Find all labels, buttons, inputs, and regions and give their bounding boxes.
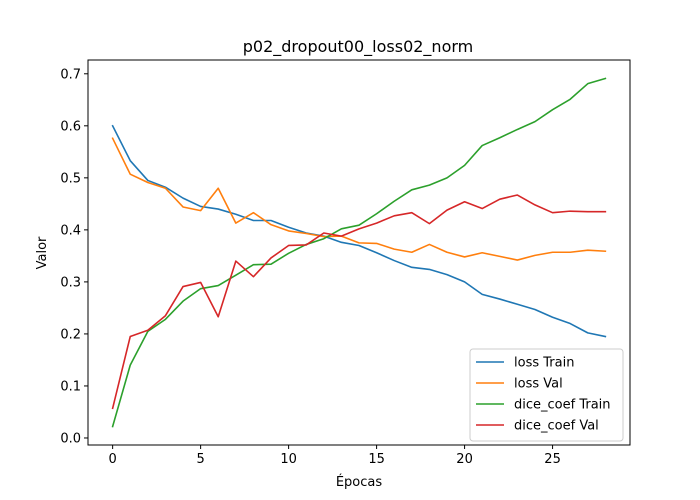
y-tick-label: 0.0	[60, 431, 81, 446]
series-line-1	[111, 137, 607, 261]
x-tick-label: 15	[368, 452, 385, 467]
y-tick-label: 0.4	[60, 223, 81, 238]
legend-label: dice_coef Val	[514, 419, 599, 434]
legend-box	[469, 348, 624, 442]
legend: loss Train loss Val dice_coef Train dice_co…	[469, 348, 624, 442]
ticks-layer: 0 5 10 15 20 25 0.0 0.1 0.2 0.3 0.4 0.5 0.6 0.7	[60, 67, 561, 467]
y-tick-label: 0.7	[60, 67, 81, 82]
x-tick-label: 0	[108, 452, 116, 467]
series-layer	[111, 77, 607, 428]
y-axis-label: Valor	[35, 236, 50, 269]
x-tick-label: 25	[544, 452, 561, 467]
x-axis-label: Épocas	[336, 474, 383, 490]
series-line-0	[111, 124, 607, 338]
chart-title: p02_dropout00_loss02_norm	[243, 37, 473, 57]
legend-label: dice_coef Train	[514, 398, 611, 413]
y-tick-label: 0.3	[60, 275, 81, 290]
x-tick-label: 5	[196, 452, 204, 467]
x-tick-label: 20	[456, 452, 473, 467]
legend-label: loss Val	[514, 377, 563, 392]
series-line-2	[111, 77, 607, 428]
y-tick-label: 0.1	[60, 379, 81, 394]
plot-frame	[87, 59, 631, 446]
y-tick-label: 0.2	[60, 327, 81, 342]
legend-label: loss Train	[514, 356, 574, 371]
series-line-3	[111, 194, 607, 410]
y-tick-label: 0.6	[60, 119, 81, 134]
x-tick-label: 10	[280, 452, 297, 467]
y-tick-label: 0.5	[60, 171, 81, 186]
